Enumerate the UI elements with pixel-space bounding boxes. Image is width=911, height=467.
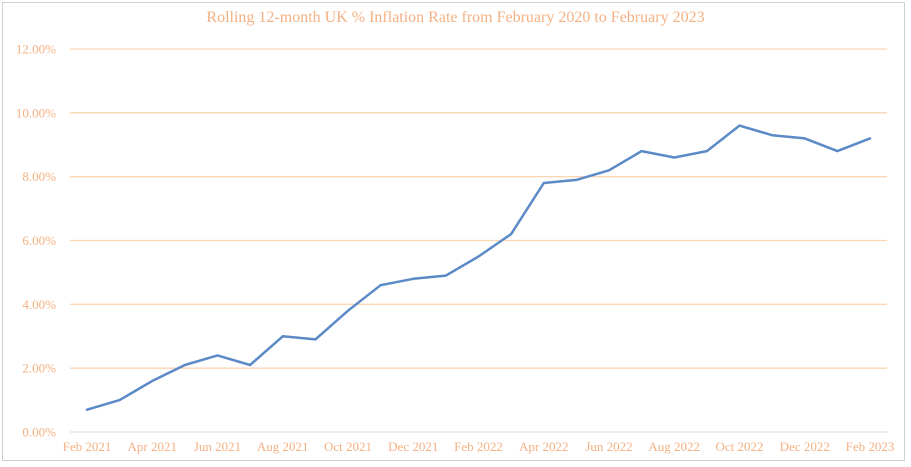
x-tick-label: Apr 2022 — [519, 439, 568, 454]
y-tick-label: 4.00% — [22, 297, 56, 312]
y-tick-label: 2.00% — [22, 361, 56, 376]
x-tick-label: Oct 2021 — [324, 439, 372, 454]
chart-frame — [2, 2, 905, 461]
y-axis-ticks: 0.00% 2.00% 4.00% 6.00% 8.00% 10.00% 12.00% — [16, 42, 56, 440]
x-axis-ticks: Feb 2021 Apr 2021 Jun 2021 Aug 2021 Oct 2021… — [63, 439, 895, 454]
y-tick-label: 0.00% — [22, 425, 56, 440]
x-tick-label: Apr 2021 — [128, 439, 177, 454]
x-tick-label: Feb 2022 — [454, 439, 503, 454]
x-tick-label: Jun 2021 — [194, 439, 241, 454]
x-tick-label: Oct 2022 — [715, 439, 763, 454]
x-tick-label: Feb 2021 — [63, 439, 112, 454]
x-tick-label: Feb 2023 — [846, 439, 895, 454]
x-tick-label: Dec 2021 — [388, 439, 438, 454]
x-tick-label: Jun 2022 — [585, 439, 632, 454]
y-tick-label: 12.00% — [16, 42, 56, 57]
inflation-series-line — [85, 124, 872, 411]
x-tick-label: Aug 2021 — [257, 439, 309, 454]
chart-title: Rolling 12-month UK % Inflation Rate fro… — [206, 9, 705, 26]
x-tick-label: Aug 2022 — [648, 439, 700, 454]
x-tick-label: Dec 2022 — [780, 439, 830, 454]
gridlines — [70, 48, 887, 433]
y-tick-label: 6.00% — [22, 233, 56, 248]
y-tick-label: 10.00% — [16, 105, 56, 120]
y-tick-label: 8.00% — [22, 169, 56, 184]
